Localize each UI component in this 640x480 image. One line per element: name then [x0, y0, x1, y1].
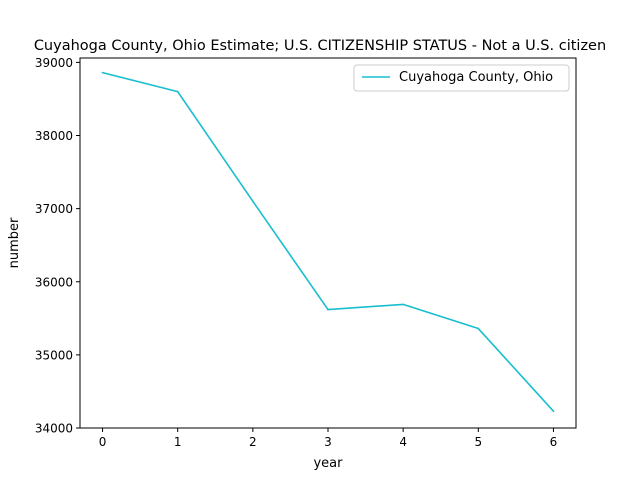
x-tick-label: 6 [550, 435, 558, 449]
data-point [477, 327, 480, 330]
y-tick-label: 37000 [35, 202, 73, 216]
y-tick-label: 36000 [35, 275, 73, 289]
series-line [102, 71, 555, 412]
legend-box [353, 64, 570, 92]
x-axis-ticks: 0 1 2 3 4 5 6 [99, 428, 558, 449]
data-point [552, 410, 555, 413]
x-tick-label: 0 [99, 435, 107, 449]
data-point [251, 200, 254, 203]
axes-frame [79, 57, 577, 429]
data-point [176, 90, 179, 93]
legend-label: Cuyahoga County, Ohio [399, 70, 553, 85]
y-tick-label: 39000 [35, 56, 73, 70]
data-point [101, 71, 104, 74]
x-axis-label: year [313, 456, 343, 471]
x-tick-label: 4 [399, 435, 407, 449]
x-tick-label: 5 [474, 435, 482, 449]
plot-area [101, 71, 555, 413]
data-point [402, 303, 405, 306]
chart-title: Cuyahoga County, Ohio Estimate; U.S. CIT… [34, 38, 606, 54]
x-tick-label: 2 [249, 435, 257, 449]
y-tick-label: 35000 [35, 348, 73, 362]
y-axis-ticks: 34000 35000 36000 37000 38000 39000 [35, 56, 80, 436]
legend: Cuyahoga County, Ohio [353, 64, 570, 92]
x-tick-label: 1 [174, 435, 182, 449]
data-point [327, 308, 329, 311]
x-tick-label: 3 [324, 435, 332, 449]
y-tick-label: 38000 [35, 129, 73, 143]
y-tick-label: 34000 [35, 422, 73, 436]
y-axis-label: number [7, 217, 22, 268]
